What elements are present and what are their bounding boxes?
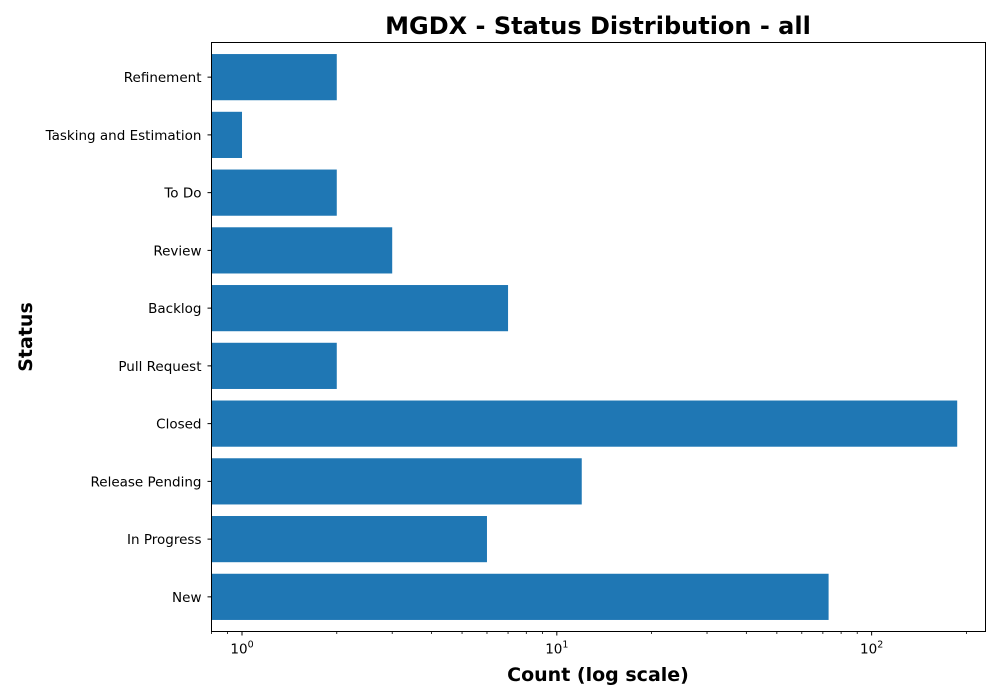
bar-release-pending (211, 458, 582, 505)
bar-closed (211, 400, 958, 447)
bar-pull-request (211, 342, 337, 389)
bar-refinement (211, 54, 337, 101)
y-ticks-group: New In Progress Release Pending Closed Pull … (45, 70, 212, 606)
bar-tasking-and-estimation (211, 111, 243, 158)
y-tick-label: New (172, 590, 201, 606)
y-tick-label: Refinement (124, 70, 202, 86)
x-tick-label: 101 (545, 640, 568, 658)
bar-review (211, 227, 393, 274)
y-tick-label: Closed (156, 417, 201, 433)
y-tick-label: Backlog (148, 301, 201, 317)
x-tick-label: 102 (860, 640, 883, 658)
y-tick-label: Release Pending (90, 474, 201, 490)
plot-frame (211, 42, 986, 632)
y-tick-label: Review (153, 243, 201, 259)
y-axis-label: Status (15, 302, 37, 372)
bar-to-do (211, 169, 337, 216)
bar-in-progress (211, 516, 487, 563)
x-tick-label: 100 (230, 640, 253, 658)
chart-title: MGDX - Status Distribution - all (385, 12, 811, 40)
y-tick-label: In Progress (127, 532, 201, 548)
x-ticks-group: 100 101 102 (211, 631, 967, 658)
y-tick-label: To Do (163, 186, 201, 202)
x-axis-label: Count (log scale) (507, 664, 689, 686)
bar-new (211, 573, 829, 620)
y-tick-label: Tasking and Estimation (45, 128, 202, 144)
bars-group (211, 54, 958, 620)
y-tick-label: Pull Request (118, 359, 201, 375)
bar-backlog (211, 285, 509, 332)
